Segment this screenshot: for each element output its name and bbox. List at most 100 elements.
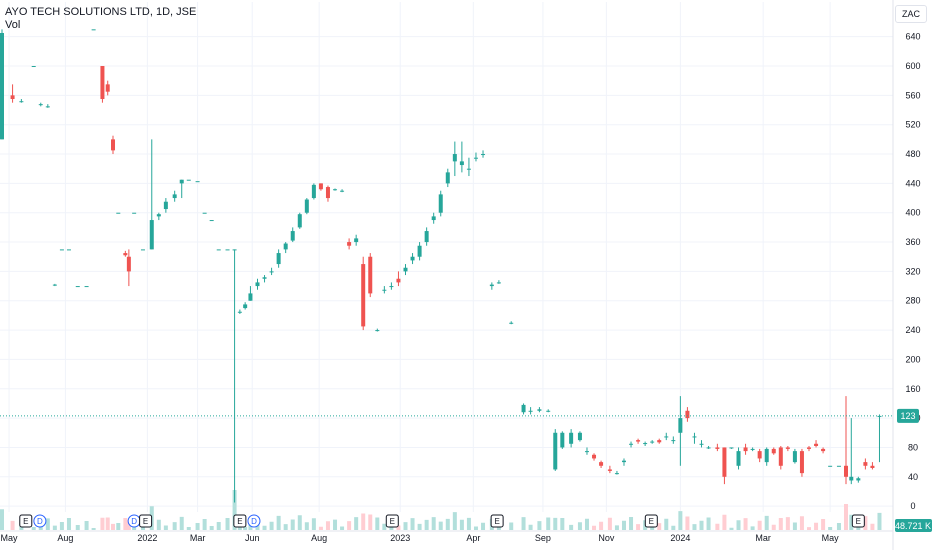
- volume-bar: [821, 519, 826, 530]
- volume-bar: [836, 523, 841, 530]
- earnings-event-marker[interactable]: E: [139, 514, 153, 528]
- candle-body: [333, 189, 338, 191]
- candle-body: [636, 440, 641, 442]
- volume-bar: [729, 527, 734, 530]
- candle-body: [45, 106, 50, 108]
- dividend-event-marker[interactable]: D: [127, 514, 141, 528]
- currency-button[interactable]: ZAC: [895, 5, 927, 23]
- volume-bar: [877, 512, 882, 530]
- candle-body: [340, 190, 345, 192]
- volume-bar: [671, 525, 676, 530]
- volume-bar: [126, 519, 131, 530]
- earnings-event-marker[interactable]: E: [19, 514, 33, 528]
- candle-body: [172, 194, 177, 199]
- volume-bar: [509, 522, 514, 530]
- candle-body: [318, 183, 323, 190]
- volume-bar: [621, 520, 626, 530]
- volume-bar: [156, 519, 161, 530]
- candle-body: [771, 448, 776, 454]
- volume-value-badge: [895, 519, 932, 532]
- candle-body: [84, 286, 89, 288]
- volume-bar: [481, 522, 486, 530]
- candle-body: [52, 284, 57, 286]
- dividend-event-marker[interactable]: D: [247, 514, 261, 528]
- y-tick-label: 240: [905, 325, 920, 335]
- volume-bar: [368, 514, 373, 530]
- earnings-event-marker[interactable]: E: [851, 514, 865, 528]
- volume-bar: [123, 518, 128, 530]
- candle-body: [389, 286, 394, 288]
- volume-bar: [657, 523, 662, 530]
- volume-bar: [778, 518, 783, 530]
- candle-body: [473, 157, 478, 159]
- volume-bar: [452, 512, 457, 530]
- candle-body: [715, 447, 720, 449]
- candle-body: [0, 33, 4, 140]
- candle-body: [814, 443, 819, 446]
- volume-bar: [849, 514, 854, 530]
- x-tick-label: 2022: [137, 533, 157, 543]
- candle-body: [546, 410, 551, 412]
- candle-body: [764, 448, 769, 463]
- volume-bar: [269, 521, 274, 530]
- candle-body: [459, 161, 464, 166]
- candle-body: [368, 256, 373, 294]
- volume-bar: [743, 518, 748, 530]
- volume-bar: [186, 527, 191, 530]
- earnings-event-marker[interactable]: E: [233, 514, 247, 528]
- candle-body: [828, 465, 833, 467]
- y-tick-label: 320: [905, 266, 920, 276]
- event-marker-label: E: [237, 517, 242, 526]
- candle-body: [126, 256, 131, 272]
- x-tick-label: Sep: [535, 533, 551, 543]
- candle-body: [757, 451, 762, 459]
- volume-bar: [546, 517, 551, 530]
- candle-body: [599, 462, 604, 466]
- volume-bar: [445, 518, 450, 530]
- candle-body: [843, 465, 848, 477]
- earnings-event-marker[interactable]: E: [644, 514, 658, 528]
- candle-body: [445, 172, 450, 184]
- candle-body: [799, 451, 804, 474]
- volume-bar: [105, 517, 110, 530]
- candle-body: [410, 256, 415, 261]
- y-tick-label: 200: [905, 354, 920, 364]
- candle-body: [262, 277, 267, 279]
- volume-bar: [202, 519, 207, 530]
- y-tick-label: 480: [905, 149, 920, 159]
- volume-bar: [10, 520, 15, 530]
- volume-bar: [785, 517, 790, 530]
- volume-bar: [209, 526, 214, 530]
- candle-body: [216, 249, 221, 251]
- volume-bar: [496, 526, 501, 530]
- candle-body: [243, 304, 248, 309]
- y-tick-label: 520: [905, 120, 920, 130]
- candle-body: [699, 443, 704, 445]
- candle-body: [743, 447, 748, 452]
- candle-body: [584, 451, 589, 453]
- x-tick-label: Jun: [245, 533, 260, 543]
- x-tick-label: 2023: [390, 533, 410, 543]
- volume-bar: [799, 516, 804, 530]
- candle-body: [297, 214, 302, 228]
- candle-body: [325, 187, 330, 199]
- candle-body: [806, 447, 811, 449]
- volume-bar: [438, 521, 443, 530]
- candle-body: [821, 448, 826, 452]
- x-tick-label: Aug: [57, 533, 73, 543]
- volume-bar: [340, 526, 345, 530]
- candle-body: [417, 245, 422, 257]
- candle-body: [621, 460, 626, 463]
- candle-body: [31, 66, 36, 68]
- candle-body: [849, 476, 854, 481]
- candle-body: [614, 473, 619, 475]
- dividend-event-marker[interactable]: D: [33, 514, 47, 528]
- volume-bar: [863, 516, 868, 530]
- earnings-event-marker[interactable]: E: [385, 514, 399, 528]
- earnings-event-marker[interactable]: E: [490, 514, 504, 528]
- volume-bar: [100, 517, 105, 530]
- candle-body: [269, 271, 274, 273]
- volume-bar: [375, 517, 380, 530]
- candle-body: [452, 154, 457, 162]
